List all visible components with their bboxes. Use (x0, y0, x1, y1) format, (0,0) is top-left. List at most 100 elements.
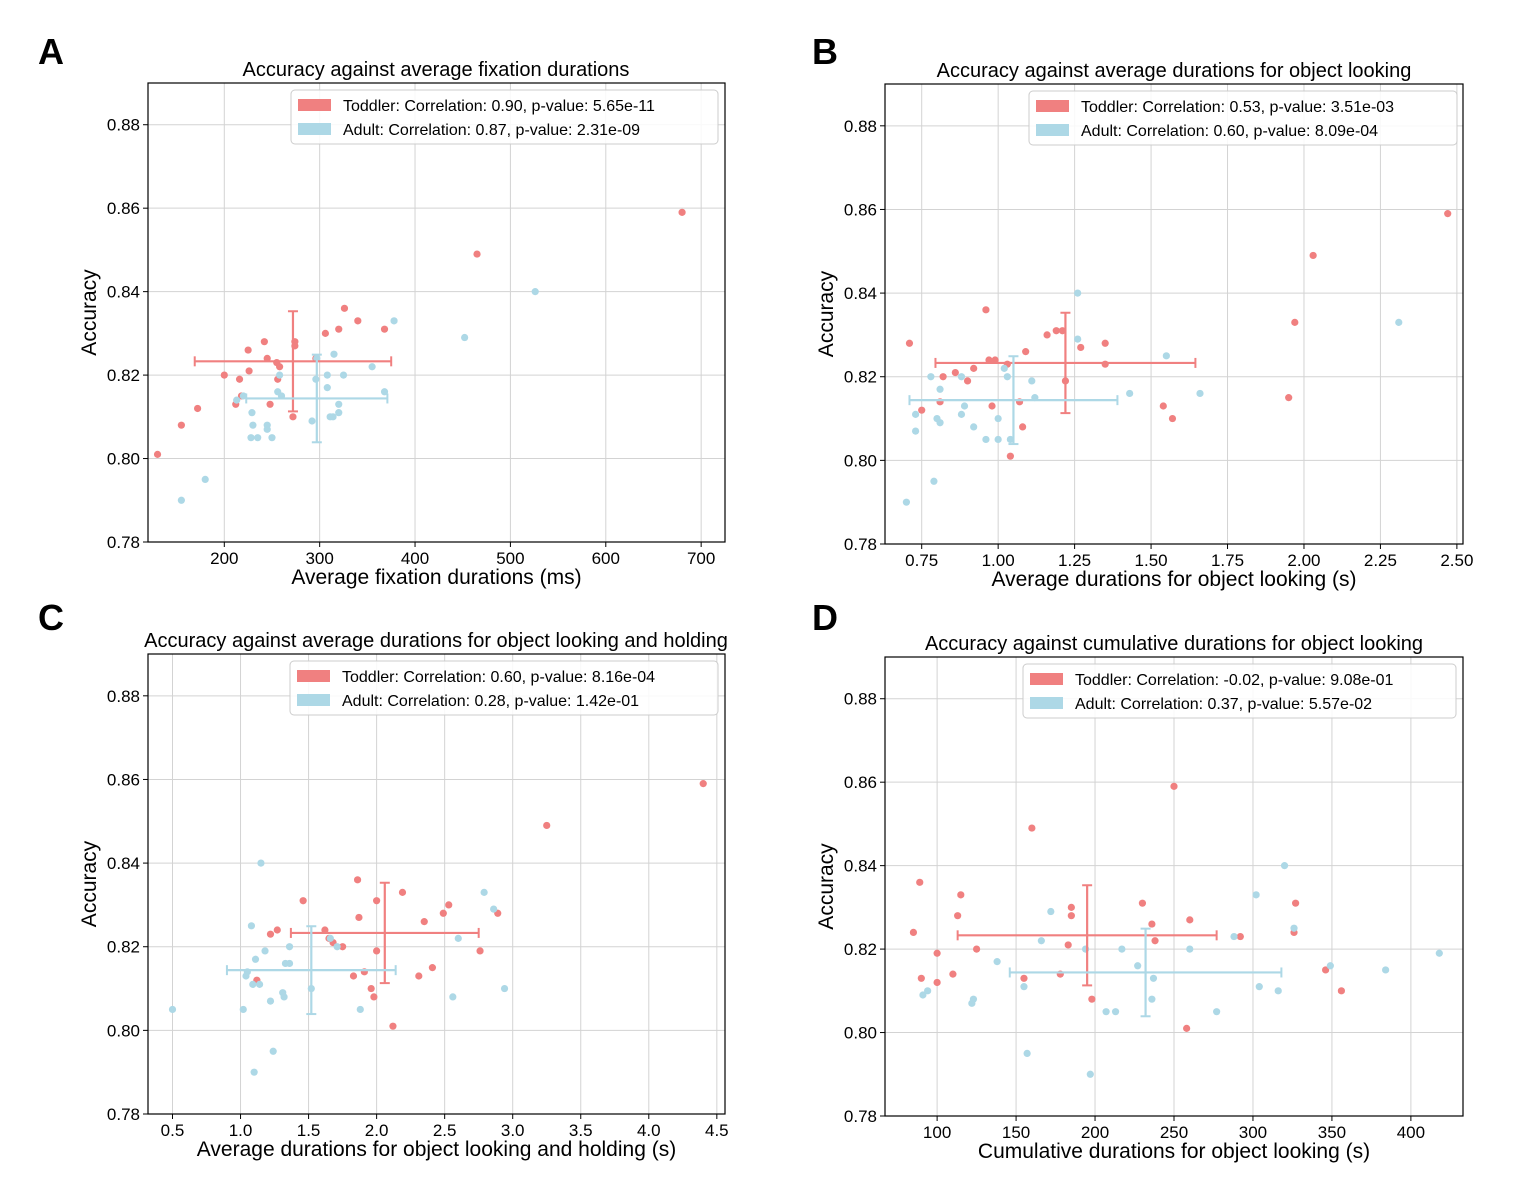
legend-box (290, 89, 719, 145)
adult-point (239, 392, 247, 400)
toddler-point (963, 377, 972, 385)
adult-point (911, 410, 920, 418)
toddler-point (1052, 327, 1060, 335)
toddler-point (1077, 343, 1085, 352)
adult-point (1213, 1008, 1221, 1016)
toddler-point (699, 780, 707, 788)
adult-point (1111, 1008, 1120, 1016)
toddler-point (982, 306, 990, 314)
toddler-point (988, 402, 996, 410)
adult-point (461, 333, 469, 342)
toddler-point (1291, 318, 1299, 326)
toddler-legend-label: Toddler: Correlation: -0.02, p-value: 9.… (1075, 672, 1394, 689)
toddler-point (266, 400, 274, 408)
toddler-point (1168, 414, 1177, 423)
adult-point (924, 987, 932, 995)
adult-point (257, 859, 265, 867)
adult-point (531, 288, 539, 296)
adult-point (1382, 966, 1390, 974)
chart-title: Accuracy against cumulative durations fo… (925, 633, 1423, 655)
chart-title: Accuracy against average durations for o… (144, 630, 728, 652)
toddler-legend-label: Toddler: Correlation: 0.90, p-value: 5.6… (343, 98, 655, 115)
adult-point (323, 371, 331, 379)
toddler-point (1064, 941, 1072, 949)
adult-point (1003, 373, 1011, 381)
x-tick-label: 100 (923, 1123, 951, 1142)
toddler-point (905, 339, 914, 347)
x-tick-label: 700 (687, 549, 715, 568)
toddler-point (1067, 912, 1075, 920)
adult-point (330, 350, 338, 358)
y-tick-label: 0.78 (844, 1107, 877, 1126)
adult-point (994, 414, 1002, 423)
toddler-point (1101, 339, 1109, 347)
adult-point (970, 423, 978, 431)
adult-point (323, 384, 331, 392)
adult-point (969, 995, 978, 1003)
toddler-point (445, 901, 453, 909)
adult-point (1006, 435, 1014, 444)
adult-point (380, 388, 389, 396)
y-tick-label: 0.82 (107, 366, 140, 385)
adult-point (930, 477, 938, 485)
x-tick-label: 500 (496, 549, 524, 568)
toddler-point (220, 371, 228, 379)
adult-point (308, 417, 316, 425)
y-tick-label: 0.82 (844, 940, 877, 959)
adult-point (1023, 1049, 1031, 1058)
toddler-legend-swatch (1030, 673, 1063, 685)
toddler-point (543, 821, 551, 830)
y-tick-label: 0.78 (107, 533, 140, 552)
adult-point (251, 955, 260, 963)
toddler-point (1067, 903, 1075, 911)
adult-point (957, 410, 966, 418)
adult-point (285, 959, 294, 968)
adult-point (1074, 335, 1082, 343)
adult-legend-swatch (297, 694, 330, 706)
adult-point (248, 409, 256, 417)
y-tick-label: 0.88 (844, 690, 877, 709)
adult-legend-label: Adult: Correlation: 0.87, p-value: 2.31e… (343, 122, 640, 139)
x-tick-label: 1.5 (297, 1121, 321, 1140)
y-axis-label: Accuracy (78, 269, 101, 356)
adult-point (254, 434, 262, 442)
toddler-point (1236, 932, 1244, 941)
adult-legend-swatch (1030, 697, 1063, 709)
y-tick-label: 0.86 (107, 770, 140, 789)
adult-point (168, 1005, 177, 1014)
adult-point (911, 427, 920, 435)
adult-point (1047, 907, 1055, 916)
toddler-point (939, 373, 947, 381)
x-tick-label: 2.25 (1364, 551, 1397, 570)
y-tick-label: 0.80 (844, 451, 877, 470)
adult-point (1290, 924, 1298, 932)
toddler-point (289, 413, 297, 421)
adult-point (1255, 983, 1263, 991)
toddler-point (949, 970, 957, 978)
toddler-point (1019, 423, 1027, 431)
x-tick-label: 1.75 (1211, 551, 1244, 570)
toddler-point (389, 1022, 397, 1030)
y-tick-label: 0.84 (844, 857, 877, 876)
toddler-point (957, 891, 965, 899)
toddler-point (1101, 360, 1109, 368)
toddler-point (909, 928, 918, 937)
toddler-point (273, 926, 281, 934)
adult-point (1037, 937, 1045, 945)
x-tick-label: 200 (1081, 1123, 1109, 1142)
toddler-point (985, 356, 993, 364)
toddler-point (263, 354, 271, 362)
adult-point (280, 993, 288, 1001)
adult-point (263, 421, 271, 429)
x-tick-label: 4.5 (705, 1121, 729, 1140)
adult-point (1118, 945, 1126, 953)
adult-point (936, 419, 944, 427)
adult-point (1435, 949, 1443, 957)
y-tick-label: 0.78 (107, 1105, 140, 1124)
toddler-point (339, 943, 347, 951)
adult-point (982, 435, 990, 444)
panel-label-d: D (812, 597, 838, 638)
adult-point (1074, 289, 1082, 297)
adult-point (339, 371, 348, 379)
adult-point (326, 934, 334, 942)
